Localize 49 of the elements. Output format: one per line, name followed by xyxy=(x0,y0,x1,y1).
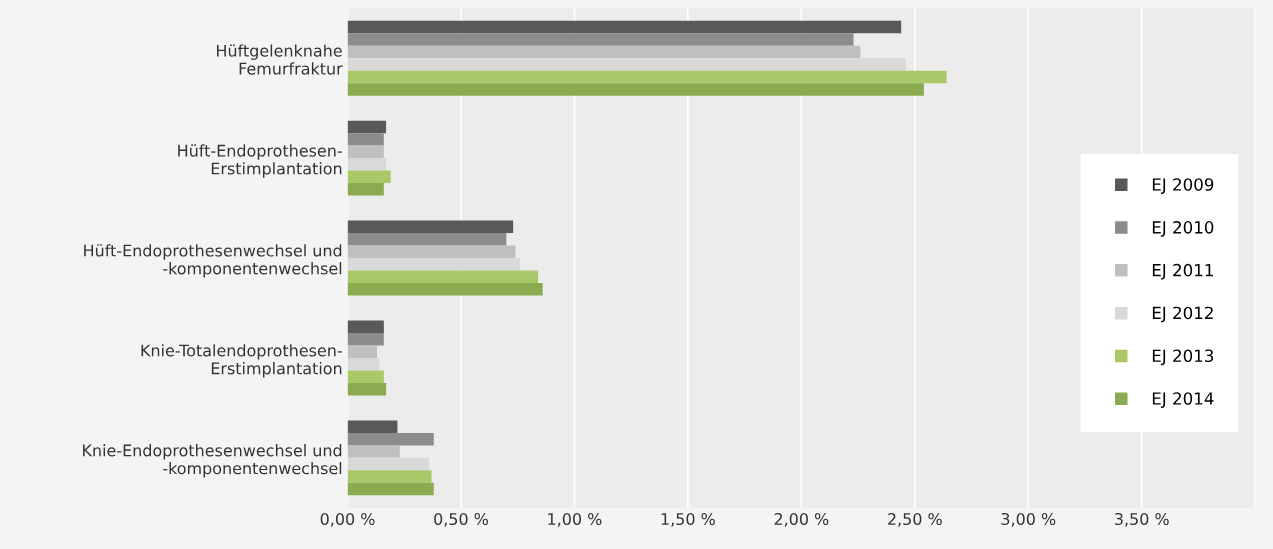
bar xyxy=(347,382,387,396)
bar xyxy=(347,270,539,284)
bar xyxy=(347,457,430,471)
bar xyxy=(347,83,924,96)
bar xyxy=(347,58,906,71)
bar xyxy=(347,220,514,234)
x-tick-label: 3,50 % xyxy=(1115,512,1169,527)
x-tick-label: 2,00 % xyxy=(774,512,829,527)
bar xyxy=(347,20,902,34)
bar xyxy=(347,245,516,259)
bar xyxy=(347,283,543,296)
bar xyxy=(347,332,384,346)
bar xyxy=(347,158,387,171)
bar xyxy=(347,370,384,383)
legend-label: EJ 2010 xyxy=(1152,221,1214,237)
legend-label: EJ 2013 xyxy=(1152,349,1214,366)
bar xyxy=(347,470,432,483)
bar xyxy=(347,320,384,333)
bar xyxy=(347,233,507,246)
x-tick-label: 3,00 % xyxy=(1001,512,1056,527)
y-tick-label: Knie-Totalendoprothesen- Erstimplantation xyxy=(141,344,342,378)
legend-label: EJ 2011 xyxy=(1152,263,1213,280)
y-tick-label: Hüft-Endoprothesen- Erstimplantation xyxy=(178,144,342,178)
legend-label: EJ 2009 xyxy=(1152,178,1214,194)
bar xyxy=(347,45,861,59)
x-tick-label: 0,50 % xyxy=(434,512,489,527)
legend-label: EJ 2014 xyxy=(1152,392,1214,408)
bar xyxy=(347,345,378,358)
bar xyxy=(347,445,400,458)
bar xyxy=(347,357,380,371)
y-tick-label: Hüft-Endoprothesenwechsel und -komponentenwechsel xyxy=(84,244,342,278)
bar xyxy=(347,432,434,446)
bar xyxy=(347,170,391,184)
bar xyxy=(347,70,947,84)
y-tick-label: Hüftgelenknahe Femurfraktur xyxy=(217,44,343,75)
bar xyxy=(347,258,520,271)
bar xyxy=(347,420,398,433)
x-tick-label: 0,00 % xyxy=(320,512,375,527)
x-tick-label: 2,50 % xyxy=(888,512,942,527)
bar xyxy=(347,482,434,496)
legend-label: EJ 2012 xyxy=(1152,306,1213,323)
y-tick-label: Knie-Endoprothesenwechsel und -komponentenwechsel xyxy=(83,444,342,478)
bar xyxy=(347,133,384,146)
x-tick-label: 1,00 % xyxy=(548,512,602,527)
x-tick-label: 1,50 % xyxy=(661,512,715,527)
bar xyxy=(347,33,854,46)
bar xyxy=(347,145,384,159)
bar xyxy=(347,120,387,134)
bar xyxy=(347,183,384,196)
